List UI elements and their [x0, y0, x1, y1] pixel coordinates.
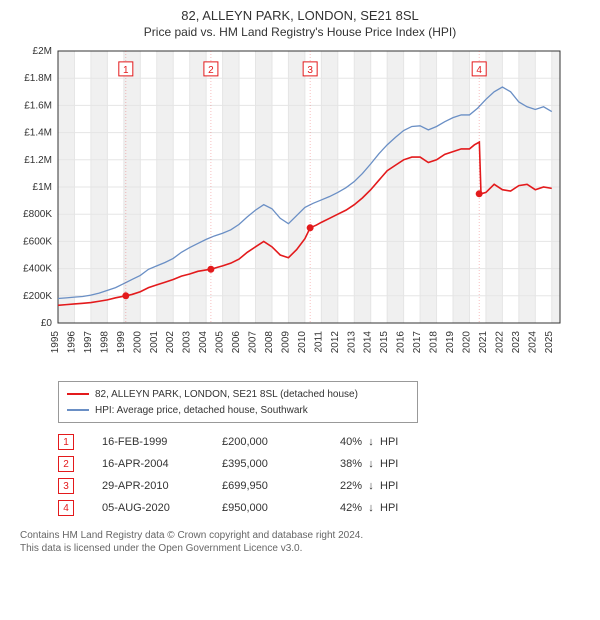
- chart: £0 £200K £400K £600K £800K £1M £1.2M £1.4M £1.6M…: [10, 45, 590, 375]
- sale-row: 4 05-AUG-2020£950,00042%↓HPI: [58, 497, 590, 519]
- svg-text:£0: £0: [41, 318, 53, 329]
- svg-text:2024: 2024: [527, 331, 538, 354]
- svg-text:2014: 2014: [363, 331, 374, 354]
- svg-text:£2M: £2M: [33, 46, 52, 57]
- sale-price: £395,000: [222, 458, 322, 470]
- svg-text:2023: 2023: [511, 331, 522, 354]
- sale-hpi-label: HPI: [380, 480, 420, 492]
- svg-text:1996: 1996: [66, 331, 77, 354]
- sale-pct: 42%: [322, 502, 362, 514]
- sale-arrow-icon: ↓: [362, 502, 380, 514]
- svg-text:2015: 2015: [379, 331, 390, 354]
- svg-text:2022: 2022: [494, 331, 505, 354]
- sale-pct: 38%: [322, 458, 362, 470]
- sale-price: £200,000: [222, 436, 322, 448]
- svg-text:2009: 2009: [280, 331, 291, 354]
- title-sub: Price paid vs. HM Land Registry's House …: [10, 25, 590, 39]
- sale-hpi-label: HPI: [380, 502, 420, 514]
- legend-row: 82, ALLEYN PARK, LONDON, SE21 8SL (detac…: [67, 386, 409, 402]
- sale-arrow-icon: ↓: [362, 480, 380, 492]
- chart-svg: £0 £200K £400K £600K £800K £1M £1.2M £1.4M £1.6M…: [10, 45, 570, 375]
- svg-text:2012: 2012: [330, 331, 341, 354]
- sale-arrow-icon: ↓: [362, 458, 380, 470]
- svg-text:2000: 2000: [132, 331, 143, 354]
- sales-table: 116-FEB-1999£200,00040%↓HPI216-APR-2004£…: [58, 431, 590, 519]
- svg-text:3: 3: [307, 65, 313, 76]
- footer: Contains HM Land Registry data © Crown c…: [20, 529, 590, 555]
- sale-marker: 1: [58, 434, 74, 450]
- sale-row: 3 29-APR-2010£699,95022%↓HPI: [58, 475, 590, 497]
- svg-text:1: 1: [123, 65, 129, 76]
- svg-text:£200K: £200K: [23, 291, 52, 302]
- legend: 82, ALLEYN PARK, LONDON, SE21 8SL (detac…: [58, 381, 418, 423]
- svg-text:2005: 2005: [215, 331, 226, 354]
- svg-text:2003: 2003: [182, 331, 193, 354]
- footer-line-2: This data is licensed under the Open Gov…: [20, 542, 590, 555]
- svg-text:2006: 2006: [231, 331, 242, 354]
- sale-date: 29-APR-2010: [102, 480, 222, 492]
- svg-text:£1.2M: £1.2M: [24, 155, 52, 166]
- svg-text:£1M: £1M: [33, 182, 52, 193]
- svg-text:2007: 2007: [248, 331, 259, 354]
- svg-text:2021: 2021: [478, 331, 489, 354]
- svg-text:1998: 1998: [99, 331, 110, 354]
- svg-text:2013: 2013: [346, 331, 357, 354]
- svg-text:£800K: £800K: [23, 209, 52, 220]
- svg-text:2017: 2017: [412, 331, 423, 354]
- sale-price: £950,000: [222, 502, 322, 514]
- svg-text:2004: 2004: [198, 331, 209, 354]
- svg-text:2011: 2011: [313, 331, 324, 353]
- svg-text:£600K: £600K: [23, 236, 52, 247]
- sale-arrow-icon: ↓: [362, 436, 380, 448]
- svg-text:2019: 2019: [445, 331, 456, 354]
- svg-text:2025: 2025: [544, 331, 555, 354]
- svg-text:2018: 2018: [429, 331, 440, 354]
- footer-line-1: Contains HM Land Registry data © Crown c…: [20, 529, 590, 542]
- sale-date: 05-AUG-2020: [102, 502, 222, 514]
- title-block: 82, ALLEYN PARK, LONDON, SE21 8SL Price …: [10, 8, 590, 39]
- svg-text:2020: 2020: [461, 331, 472, 354]
- svg-text:2: 2: [208, 65, 214, 76]
- svg-text:2010: 2010: [297, 331, 308, 354]
- svg-text:£1.6M: £1.6M: [24, 100, 52, 111]
- sale-date: 16-FEB-1999: [102, 436, 222, 448]
- legend-swatch: [67, 393, 89, 395]
- legend-label: 82, ALLEYN PARK, LONDON, SE21 8SL (detac…: [95, 389, 358, 400]
- sale-marker: 4: [58, 500, 74, 516]
- svg-text:2008: 2008: [264, 331, 275, 354]
- legend-row: HPI: Average price, detached house, Sout…: [67, 402, 409, 418]
- sale-marker: 2: [58, 456, 74, 472]
- sale-row: 2 16-APR-2004£395,00038%↓HPI: [58, 453, 590, 475]
- sale-hpi-label: HPI: [380, 458, 420, 470]
- svg-text:£1.8M: £1.8M: [24, 73, 52, 84]
- svg-text:£400K: £400K: [23, 264, 52, 275]
- title-main: 82, ALLEYN PARK, LONDON, SE21 8SL: [10, 8, 590, 23]
- legend-swatch: [67, 409, 89, 411]
- svg-text:£1.4M: £1.4M: [24, 128, 52, 139]
- svg-text:4: 4: [476, 65, 482, 76]
- svg-text:1999: 1999: [116, 331, 127, 354]
- svg-text:1997: 1997: [83, 331, 94, 354]
- sale-pct: 40%: [322, 436, 362, 448]
- sale-marker: 3: [58, 478, 74, 494]
- sale-date: 16-APR-2004: [102, 458, 222, 470]
- sale-hpi-label: HPI: [380, 436, 420, 448]
- legend-label: HPI: Average price, detached house, Sout…: [95, 405, 308, 416]
- sale-pct: 22%: [322, 480, 362, 492]
- svg-text:2002: 2002: [165, 331, 176, 354]
- svg-text:2016: 2016: [396, 331, 407, 354]
- page-container: 82, ALLEYN PARK, LONDON, SE21 8SL Price …: [0, 0, 600, 620]
- sale-row: 1 16-FEB-1999£200,00040%↓HPI: [58, 431, 590, 453]
- svg-text:2001: 2001: [149, 331, 160, 354]
- sale-price: £699,950: [222, 480, 322, 492]
- svg-text:1995: 1995: [50, 331, 61, 354]
